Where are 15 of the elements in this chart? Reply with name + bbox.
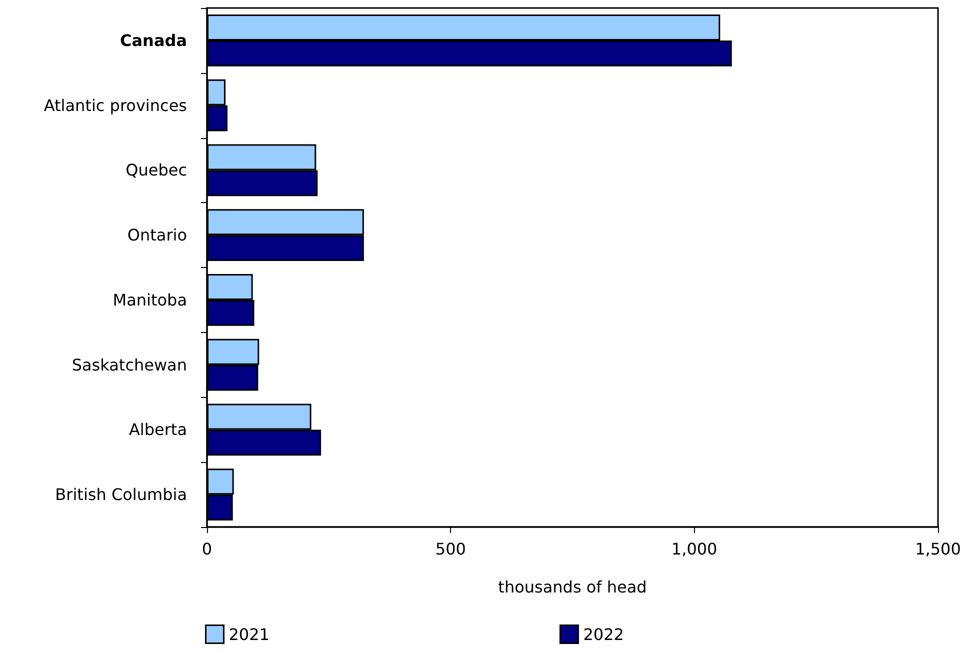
x-tick-label: 0 bbox=[202, 540, 212, 558]
y-tick-label: British Columbia bbox=[55, 485, 187, 504]
y-tick-label: Alberta bbox=[128, 420, 187, 440]
y-tick-label: Canada bbox=[120, 30, 187, 50]
x-tick-label: 500 bbox=[435, 540, 466, 558]
x-tick-label: 1,500 bbox=[915, 540, 961, 558]
y-tick-label: Atlantic provinces bbox=[44, 96, 187, 115]
y-tick-label: Manitoba bbox=[112, 290, 187, 310]
y-tick-label: Saskatchewan bbox=[72, 355, 187, 374]
y-tick-label: Quebec bbox=[126, 160, 187, 180]
x-tick-label: 1,000 bbox=[671, 540, 718, 558]
x-axis-title: thousands of head bbox=[498, 578, 647, 596]
legend-label: 2021 bbox=[228, 624, 270, 644]
y-tick-label: Ontario bbox=[127, 226, 187, 245]
legend-label: 2022 bbox=[583, 624, 624, 644]
